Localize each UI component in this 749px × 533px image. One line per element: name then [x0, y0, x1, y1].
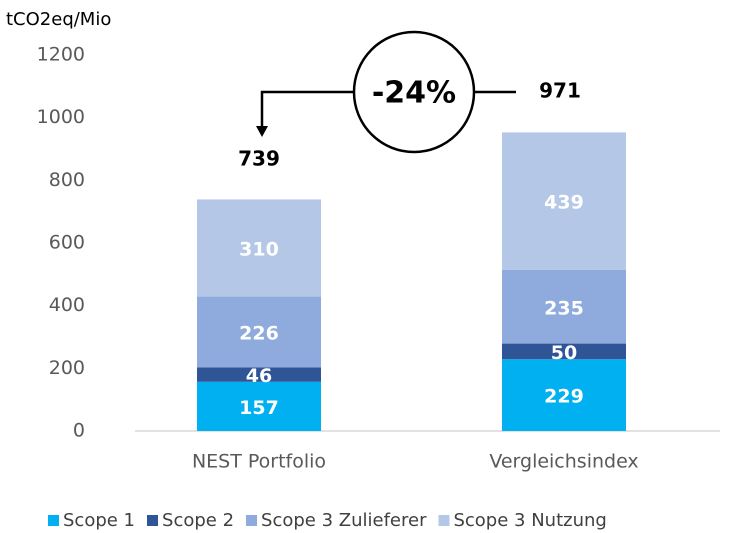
bracket-left	[260, 90, 356, 128]
bar-segment	[502, 343, 626, 360]
y-tick-label: 1200	[37, 44, 85, 66]
y-axis-label: tCO2eq/Mio	[6, 9, 111, 30]
legend-swatch	[147, 515, 159, 526]
data-label: 439	[544, 192, 584, 214]
y-tick-label: 600	[49, 232, 85, 254]
arrow-head	[256, 126, 268, 137]
bar-segment	[502, 132, 626, 270]
data-label: 157	[239, 397, 279, 419]
data-label: 310	[239, 239, 279, 261]
change-circle	[352, 30, 476, 154]
legend-label: Scope 1	[63, 510, 135, 531]
change-label: -24%	[372, 76, 456, 111]
y-tick-label: 1000	[37, 106, 85, 128]
legend-label: Scope 2	[162, 510, 234, 531]
bar-segment	[197, 199, 321, 297]
bar-segment	[502, 359, 626, 431]
total-label: 971	[539, 79, 581, 103]
legend-swatch	[48, 515, 59, 526]
bar-segment	[502, 269, 626, 344]
y-tick-label: 800	[49, 169, 85, 191]
y-tick-label: 0	[73, 420, 85, 442]
x-tick-label: NEST Portfolio	[192, 451, 326, 473]
data-label: 229	[544, 386, 584, 408]
legend-swatch	[438, 515, 450, 526]
x-tick-label: Vergleichsindex	[489, 451, 638, 473]
y-tick-label: 200	[49, 357, 85, 379]
total-label: 739	[238, 147, 280, 171]
data-label: 235	[544, 297, 584, 319]
legend-swatch	[246, 515, 258, 526]
legend-label: Scope 3 Zulieferer	[261, 510, 427, 531]
legend-label: Scope 3 Nutzung	[453, 510, 606, 531]
data-label: 50	[551, 342, 577, 364]
y-tick-label: 400	[49, 294, 85, 316]
data-label: 226	[239, 322, 279, 344]
bar-segment	[197, 296, 321, 368]
data-label: 46	[246, 365, 272, 387]
bar-segment	[197, 367, 321, 382]
bar-segment	[197, 381, 321, 431]
